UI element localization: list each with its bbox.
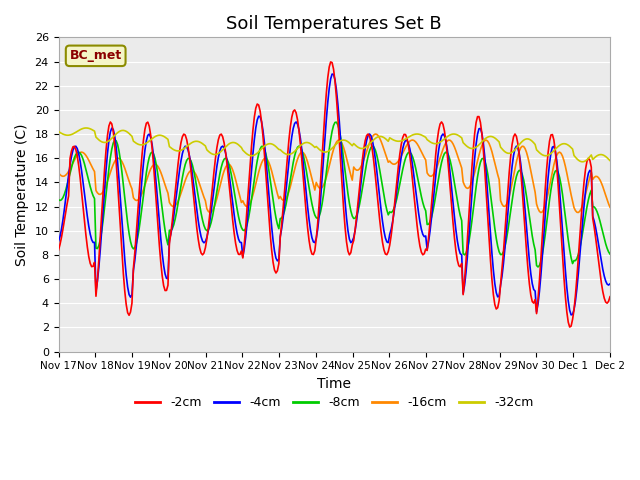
Legend: -2cm, -4cm, -8cm, -16cm, -32cm: -2cm, -4cm, -8cm, -16cm, -32cm: [130, 391, 538, 414]
Y-axis label: Soil Temperature (C): Soil Temperature (C): [15, 123, 29, 266]
X-axis label: Time: Time: [317, 377, 351, 391]
Title: Soil Temperatures Set B: Soil Temperatures Set B: [227, 15, 442, 33]
Text: BC_met: BC_met: [70, 49, 122, 62]
